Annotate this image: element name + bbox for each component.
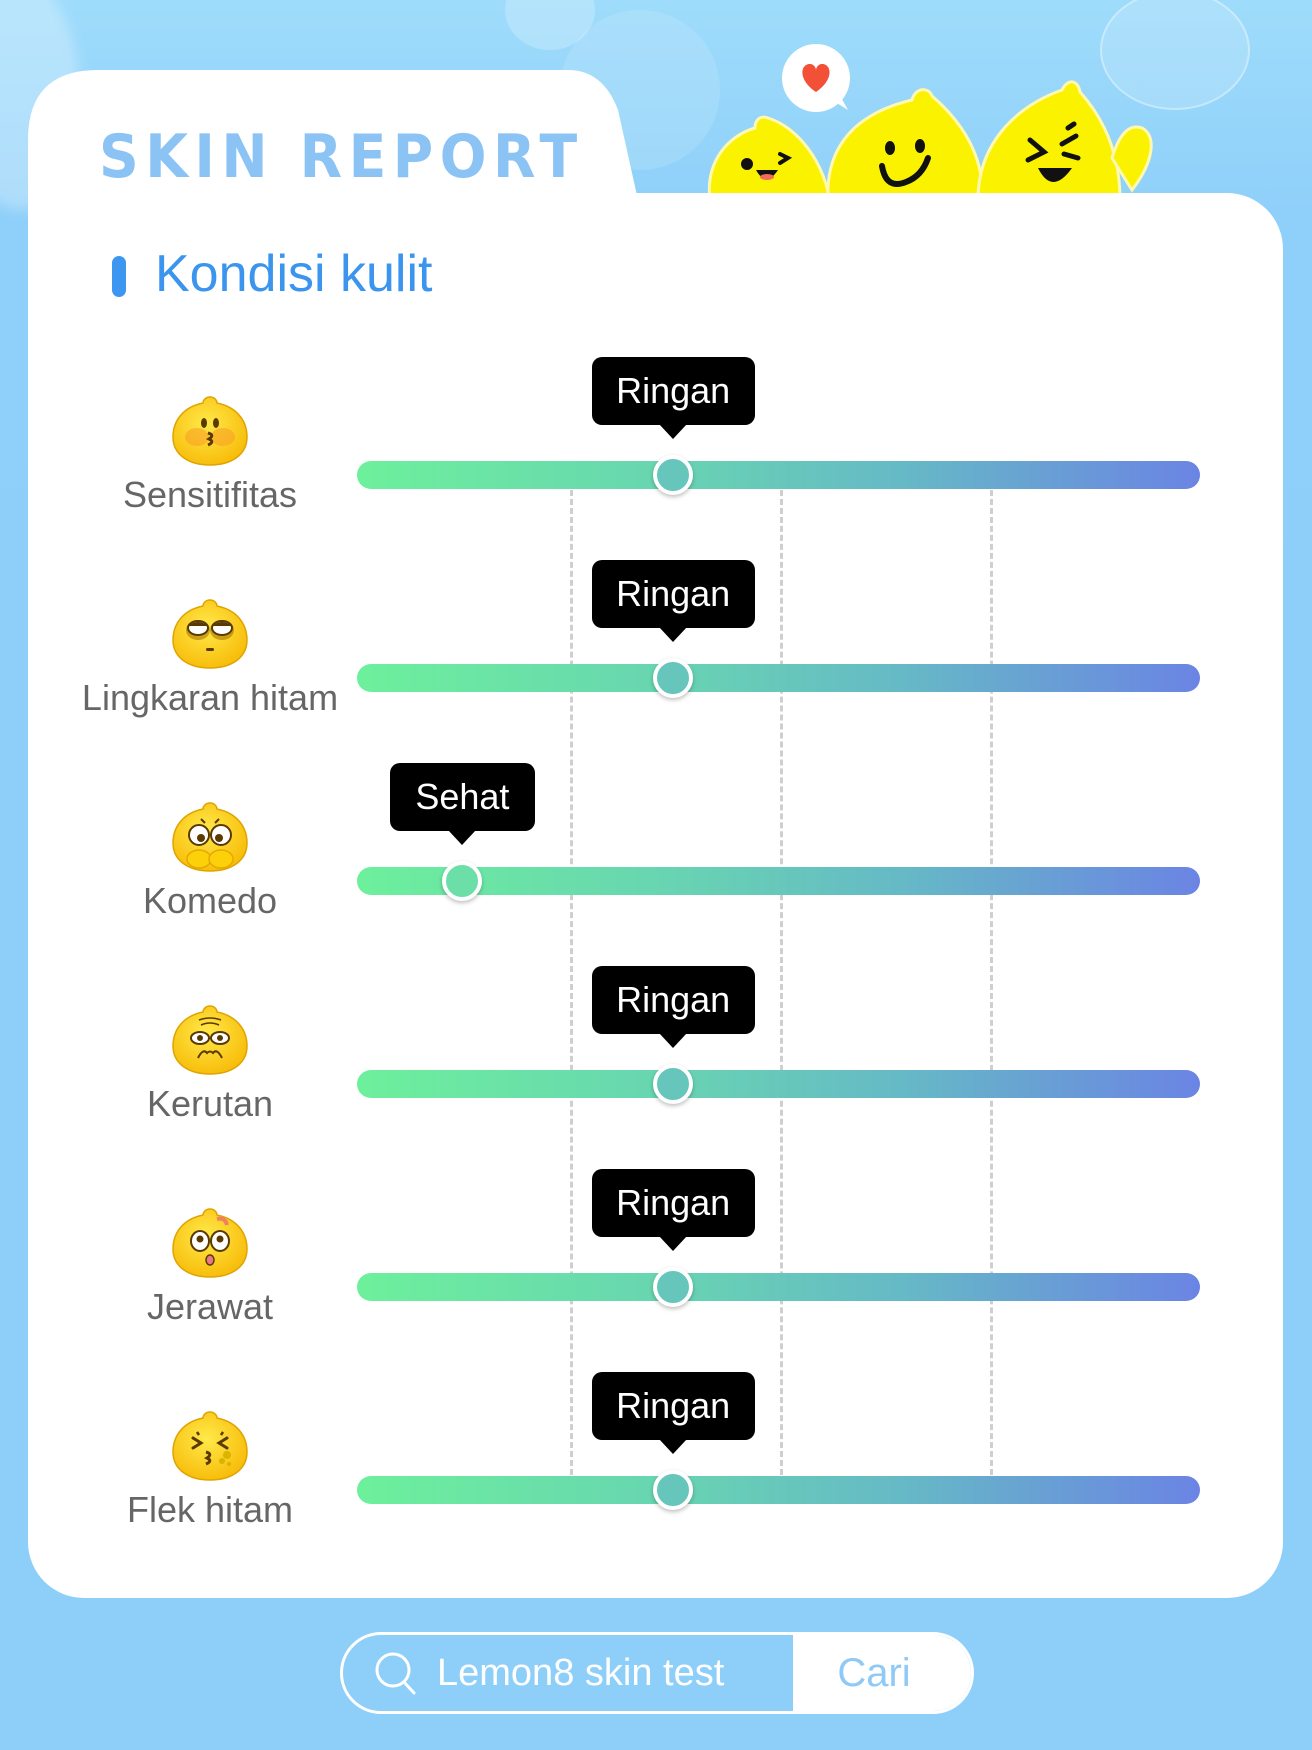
condition-level-slider	[357, 1273, 1200, 1301]
condition-label: Komedo	[142, 880, 278, 921]
condition-row: Sensitifitas Ringan	[0, 0, 1312, 513]
header-tab	[28, 70, 638, 200]
condition-row: Lingkaran hitam Ringan	[0, 0, 1312, 716]
heart-speech-bubble-icon	[782, 44, 850, 112]
condition-level-slider	[357, 664, 1200, 692]
lemon-mascots-icon	[707, 44, 1153, 202]
slider-thumb	[442, 861, 483, 901]
slider-thumb	[653, 1267, 694, 1307]
search-query: Lemon8 skin test	[437, 1651, 725, 1694]
condition-row: Jerawat Ringan	[0, 0, 1312, 1325]
dark-circles-icon	[171, 596, 249, 670]
condition-level-slider	[357, 867, 1200, 895]
condition-level-slider	[357, 1070, 1200, 1098]
condition-level-slider	[357, 461, 1200, 489]
condition-row: Kerutan Ringan	[0, 0, 1312, 1122]
search-bar[interactable]: Lemon8 skin test Cari	[340, 1632, 974, 1714]
condition-row: Komedo Sehat	[0, 0, 1312, 919]
slider-thumb	[653, 658, 694, 698]
condition-row: Flek hitam Ringan	[0, 0, 1312, 1528]
condition-label: Lingkaran hitam	[81, 677, 339, 718]
scale-divider	[570, 490, 573, 1475]
level-tooltip: Ringan	[591, 357, 755, 439]
kissing-blush-icon	[171, 393, 249, 467]
squinting-spots-icon	[171, 1408, 249, 1482]
slider-thumb	[653, 1064, 694, 1104]
level-tooltip: Ringan	[591, 560, 755, 642]
background-decoration	[1100, 0, 1250, 110]
worried-pinching-nose-icon	[171, 799, 249, 873]
page-title: SKIN REPORT	[99, 122, 584, 192]
condition-label: Flek hitam	[126, 1489, 294, 1530]
condition-label: Sensitifitas	[122, 474, 298, 515]
slider-thumb	[653, 455, 694, 495]
search-button[interactable]: Cari	[793, 1635, 971, 1711]
condition-label: Kerutan	[146, 1083, 274, 1124]
condition-level-slider	[357, 1476, 1200, 1504]
scale-divider	[990, 490, 993, 1475]
wrinkled-forehead-icon	[171, 1002, 249, 1076]
search-input[interactable]: Lemon8 skin test	[343, 1635, 793, 1711]
level-tooltip: Ringan	[591, 966, 755, 1048]
level-tooltip: Ringan	[591, 1169, 755, 1251]
section-title: Kondisi kulit	[155, 245, 433, 303]
lemon-mascots-illustration	[700, 40, 1180, 202]
slider-thumb	[653, 1470, 694, 1510]
condition-label: Jerawat	[146, 1286, 274, 1327]
level-tooltip: Ringan	[591, 1372, 755, 1454]
search-icon	[375, 1652, 416, 1695]
scale-divider	[780, 490, 783, 1475]
section-accent-bar	[112, 256, 126, 297]
level-tooltip: Sehat	[389, 763, 535, 845]
surprised-pimple-icon	[171, 1205, 249, 1279]
